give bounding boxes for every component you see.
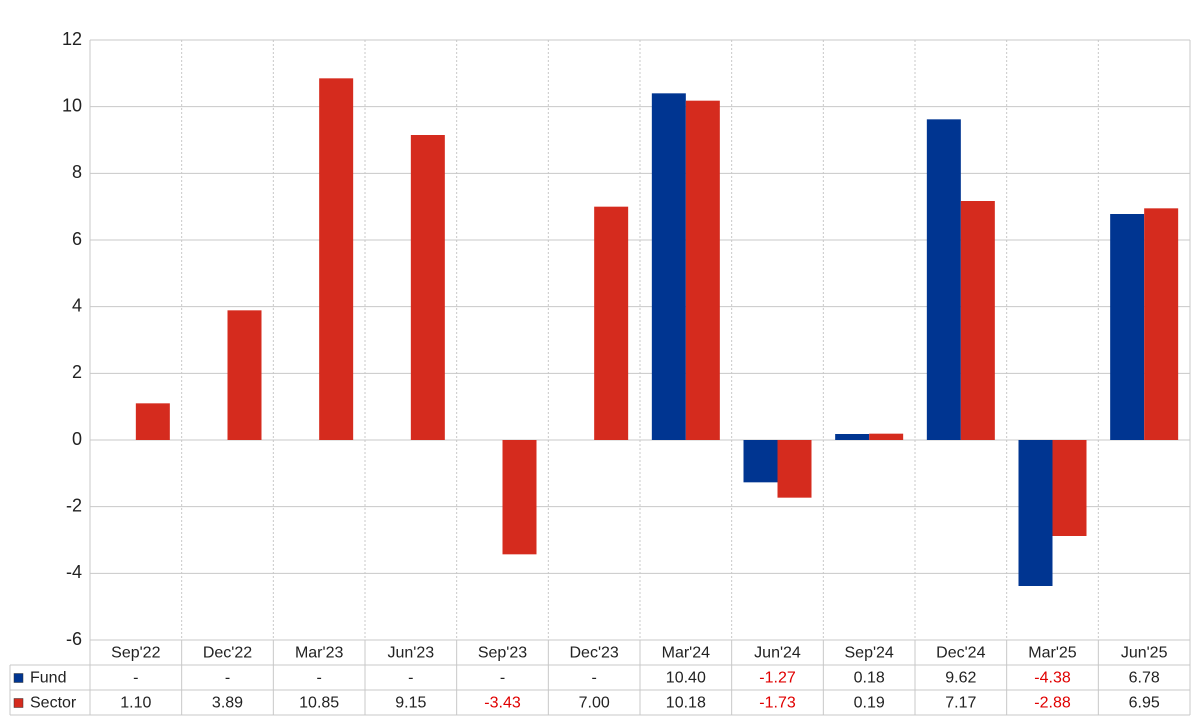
legend-label: Sector [30,695,77,712]
y-tick-label: -4 [66,562,82,582]
data-label: 10.18 [666,695,706,712]
y-tick-label: -2 [66,495,82,515]
data-label: - [500,670,505,687]
data-label: - [408,670,413,687]
legend-swatch [13,673,24,683]
x-tick-label: Sep'23 [478,645,527,662]
bar [835,434,870,440]
data-label: 1.10 [120,695,151,712]
y-tick-label: -6 [66,629,82,649]
data-label: 6.95 [1129,695,1160,712]
bar [227,310,262,440]
data-label: 0.19 [854,695,885,712]
bar [594,206,629,440]
x-tick-label: Mar'23 [295,645,344,662]
bar [685,100,720,441]
bar [651,93,686,440]
legend-label: Fund [30,670,66,687]
data-label: 0.18 [854,670,885,687]
data-label: 10.40 [666,670,706,687]
bar [960,201,995,440]
data-label: -1.27 [759,670,796,687]
bar [1052,440,1087,536]
bar [319,78,354,440]
bar [1110,214,1145,440]
data-label: - [225,670,230,687]
x-tick-label: Jun'23 [388,645,435,662]
bar [743,440,778,483]
data-label: 6.78 [1129,670,1160,687]
data-label: -4.38 [1034,670,1071,687]
x-tick-label: Jun'24 [754,645,801,662]
data-label: -1.73 [759,695,796,712]
data-label: 9.62 [945,670,976,687]
data-label: 10.85 [299,695,339,712]
bar [1018,440,1053,586]
y-tick-label: 6 [72,229,82,249]
data-label: 9.15 [395,695,426,712]
bar [926,119,961,440]
bar [1144,208,1179,440]
data-label: -2.88 [1034,695,1071,712]
data-label: - [592,670,597,687]
x-tick-label: Mar'24 [662,645,711,662]
y-tick-label: 8 [72,162,82,182]
bar [410,135,445,440]
y-tick-label: 4 [72,295,82,315]
bar [777,440,812,498]
data-label: - [317,670,322,687]
x-tick-label: Sep'22 [111,645,160,662]
data-label: 7.17 [945,695,976,712]
data-label: 7.00 [579,695,610,712]
y-tick-label: 2 [72,362,82,382]
bar [135,403,170,440]
legend-swatch [13,698,24,708]
x-tick-label: Jun'25 [1121,645,1168,662]
bar [502,440,537,555]
data-label: -3.43 [484,695,521,712]
data-label: - [133,670,138,687]
x-tick-label: Dec'23 [570,645,619,662]
y-tick-label: 12 [62,29,82,49]
y-tick-label: 0 [72,429,82,449]
data-label: 3.89 [212,695,243,712]
bar [869,433,904,440]
x-tick-label: Dec'24 [936,645,985,662]
x-tick-label: Mar'25 [1028,645,1077,662]
x-tick-label: Sep'24 [845,645,894,662]
x-tick-label: Dec'22 [203,645,252,662]
y-tick-label: 10 [62,95,82,115]
